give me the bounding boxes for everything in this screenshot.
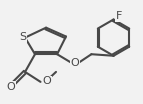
Text: O: O xyxy=(42,76,51,86)
Text: O: O xyxy=(6,82,15,92)
Text: S: S xyxy=(20,32,27,42)
Text: F: F xyxy=(116,11,122,21)
Text: O: O xyxy=(70,58,79,68)
